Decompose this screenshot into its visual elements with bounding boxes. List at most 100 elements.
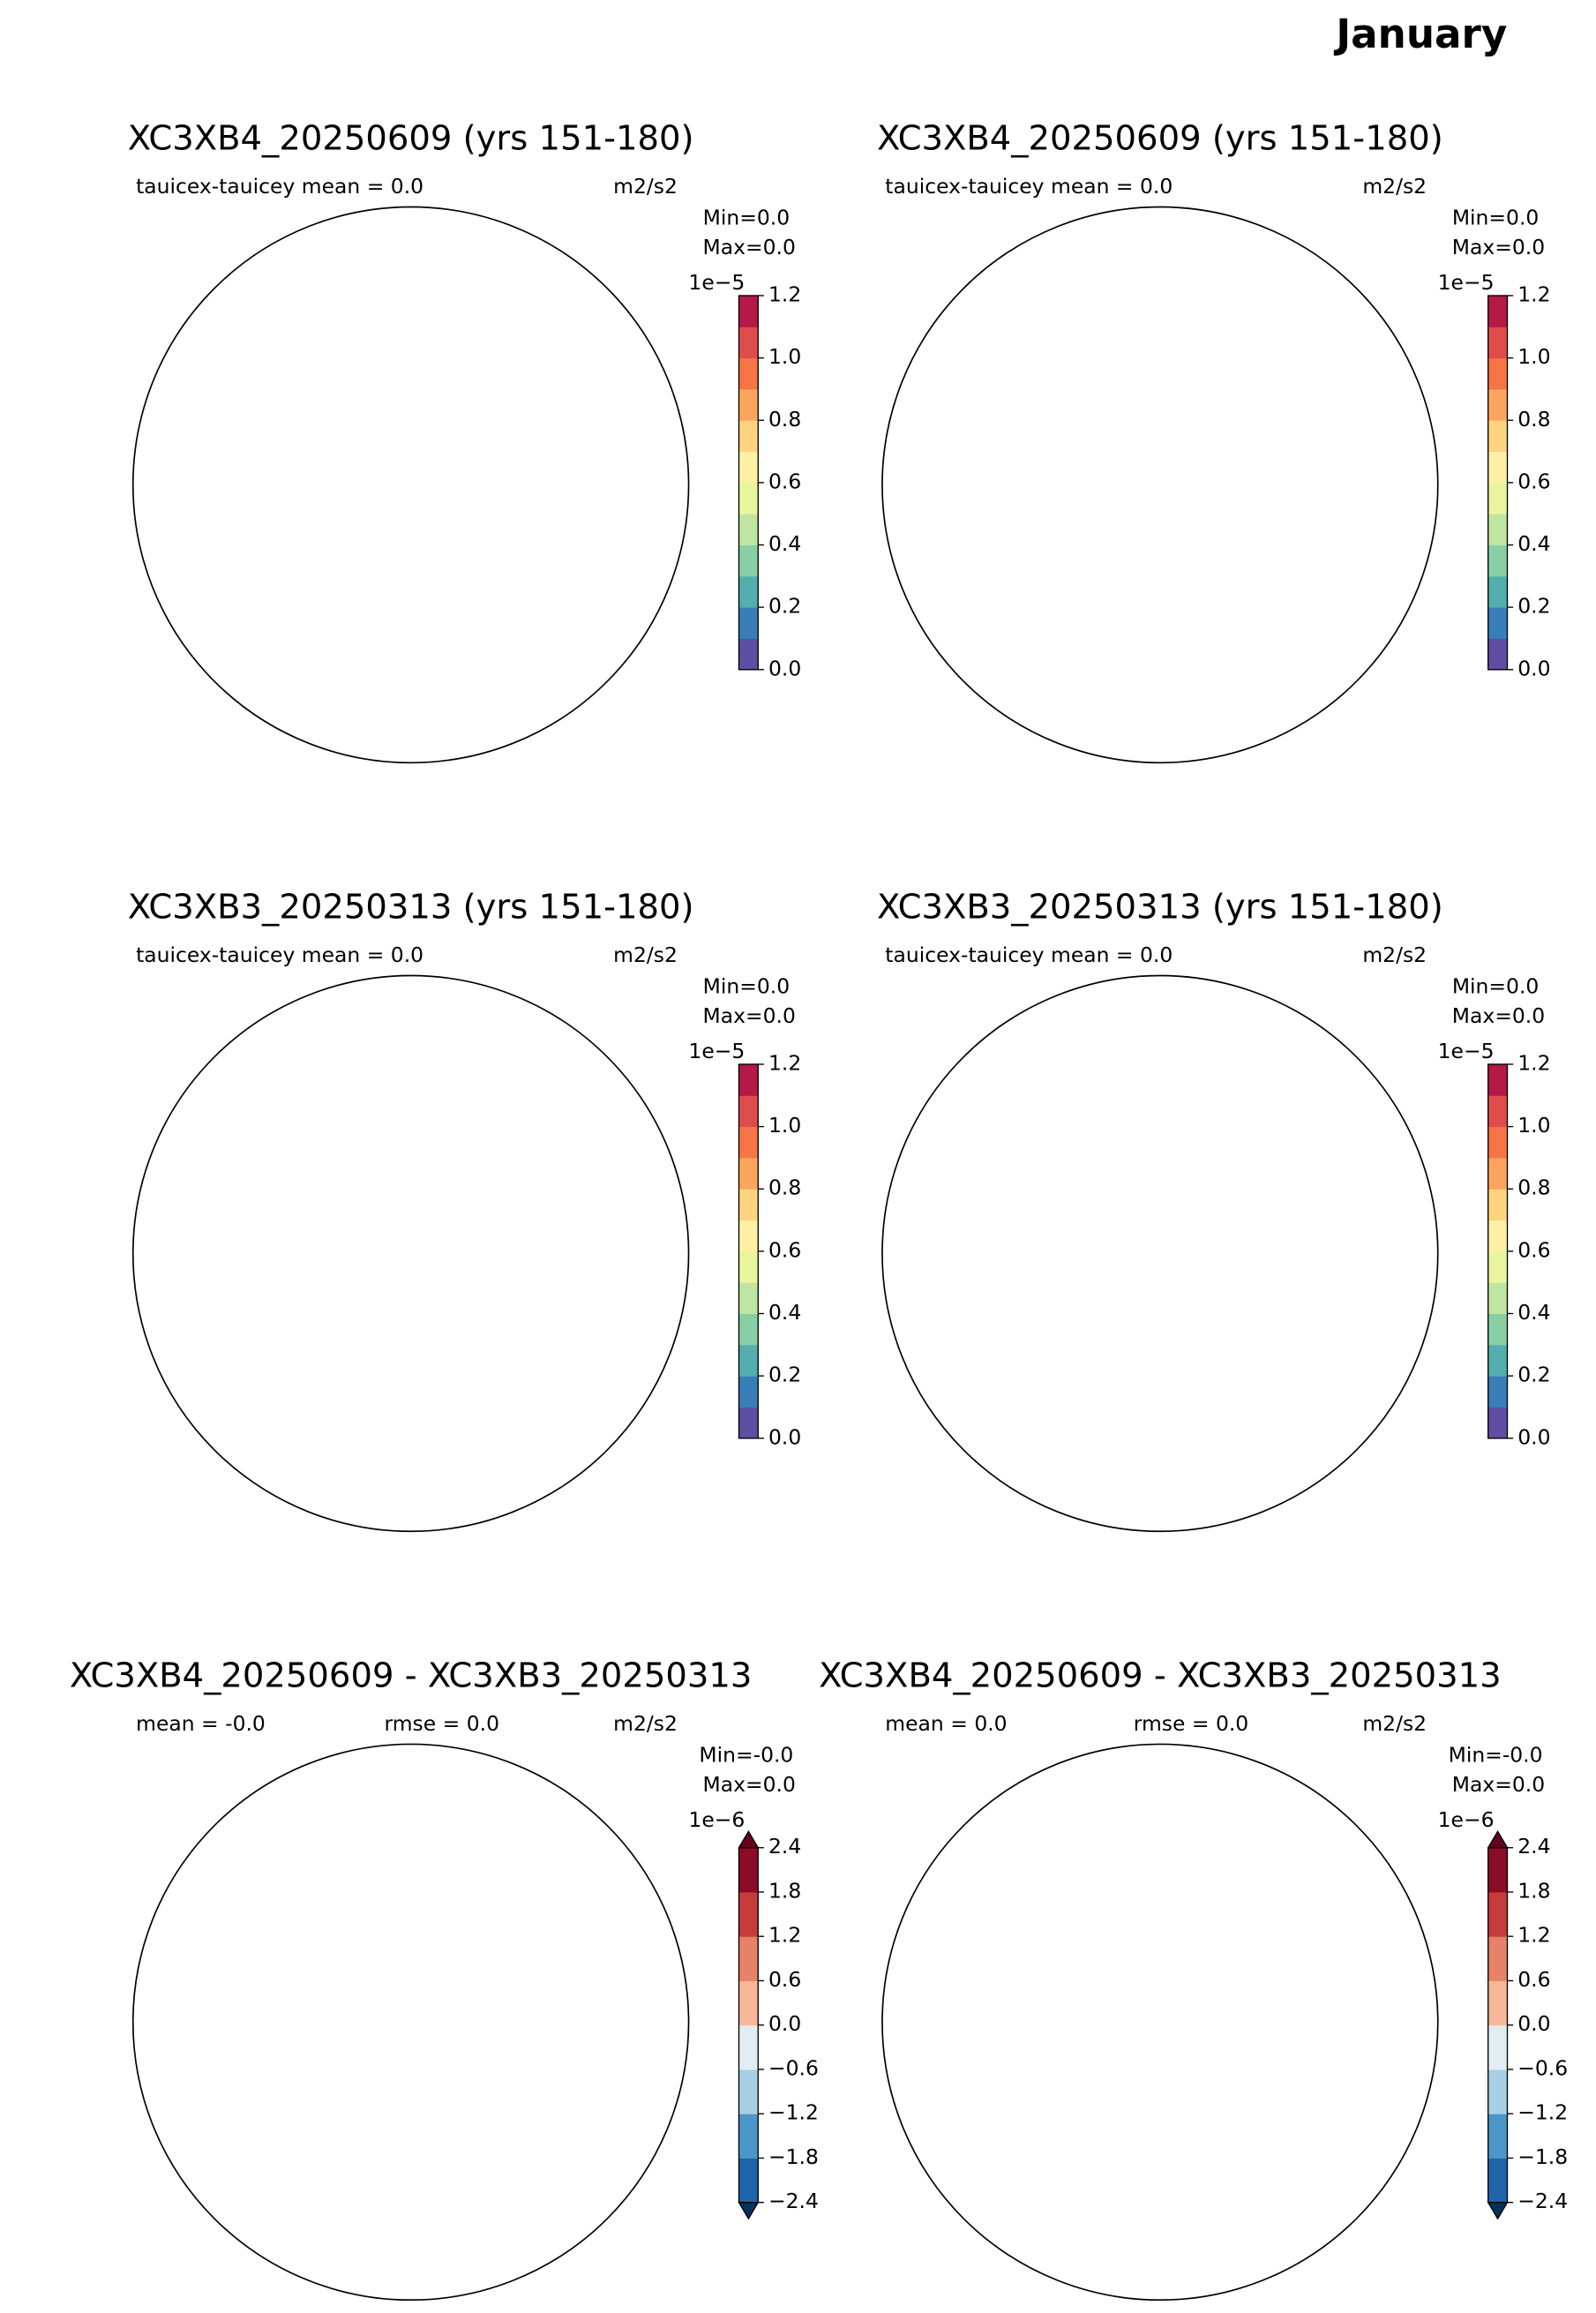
suptitle: January (1333, 11, 1507, 57)
colorbar-tick-label: −0.6 (768, 2055, 819, 2080)
colorbar-tick-label: −1.8 (768, 2144, 819, 2169)
ice-stress (189, 529, 307, 596)
colorbar-bin (738, 420, 759, 453)
colorbar-bin (738, 451, 759, 484)
anomaly-ring (994, 1855, 1355, 2204)
panel-title: XC3XB4_20250609 - XC3XB3_20250313 (70, 1656, 753, 1696)
land (175, 440, 322, 596)
ice-ring (965, 1049, 1385, 1457)
panel-units: m2/s2 (1362, 1711, 1427, 1736)
land (116, 957, 707, 1113)
land (130, 1848, 307, 2082)
colorbar-bin (1487, 1126, 1508, 1159)
colorbar-tick-label: 1.0 (768, 1113, 801, 1138)
colorbar-tick-label: 0.0 (768, 1424, 801, 1449)
colorbar-bin (1487, 575, 1508, 608)
colorbar-bin (1487, 482, 1508, 514)
anomaly-ring (953, 1807, 1396, 2236)
colorbar-extend-over (1487, 1829, 1509, 1849)
panel-units: m2/s2 (613, 1711, 678, 1736)
colorbar-bin (738, 1126, 759, 1159)
map (882, 207, 1438, 762)
land (234, 1320, 286, 1372)
colorbar-tick-label: 1.0 (768, 344, 801, 369)
colorbar-tick-label: 0.8 (1517, 407, 1550, 432)
ocean (133, 1744, 689, 2300)
land (234, 2089, 286, 2141)
land (1027, 1187, 1315, 1438)
colorbar-extend-over (738, 1829, 760, 1849)
ice-ring (965, 281, 1385, 688)
ocean (882, 975, 1438, 1531)
colorbar-bin (1487, 1282, 1508, 1314)
panel-stat: mean = 0.0 (885, 1711, 1007, 1736)
land (403, 1298, 618, 1550)
colorbar-bin (1487, 388, 1508, 421)
colorbar-tick-label: 0.2 (768, 594, 801, 619)
panel-units: m2/s2 (613, 942, 678, 967)
ice-stress (322, 1290, 514, 1378)
colorbar-bin (738, 1376, 759, 1408)
anomaly-patch (175, 1919, 352, 2081)
ice-ring (965, 281, 1385, 688)
colorbar-bin (738, 1095, 759, 1128)
panel-min: Min=-0.0 (699, 1742, 793, 1767)
panel-stat: rmse = 0.0 (1134, 1711, 1248, 1736)
colorbar-tick-label: 1.2 (1517, 1050, 1550, 1075)
colorbar-exponent: 1e−5 (688, 270, 745, 295)
colorbar-bin (1487, 1980, 1508, 2026)
colorbar-bin (1487, 544, 1508, 577)
map-border (881, 206, 1439, 764)
land (116, 1726, 707, 1881)
colorbar-bin (1487, 1936, 1508, 1981)
colorbar-bin (1487, 2024, 1508, 2070)
colorbar-bin (738, 1282, 759, 1314)
colorbar-tick-label: 0.4 (768, 531, 801, 556)
colorbar-bin (738, 1980, 759, 2026)
colorbar-bin (738, 2158, 759, 2204)
ice-stress (322, 522, 514, 610)
colorbar-bin (738, 2069, 759, 2114)
land (130, 1079, 307, 1313)
colorbar-tick-label: −1.2 (1517, 2100, 1568, 2125)
panel-max: Max=0.0 (703, 235, 796, 259)
colorbar-tick-label: 0.6 (768, 1967, 801, 1992)
panel-stat: tauicex-tauicey mean = 0.0 (136, 942, 423, 967)
colorbar-tick-label: 0.0 (768, 656, 801, 680)
colorbar-bin (738, 1063, 759, 1096)
panel-units: m2/s2 (1362, 942, 1427, 967)
colorbar-tick-label: 1.0 (1517, 1113, 1550, 1138)
colorbar-bin (738, 607, 759, 639)
map-border (131, 206, 690, 764)
land (175, 1978, 322, 2133)
colorbar-bin (1487, 357, 1508, 390)
colorbar-tick-label: 0.2 (1517, 1363, 1550, 1387)
land (1027, 1956, 1315, 2207)
colorbar-tick-label: 1.2 (1517, 282, 1550, 306)
panel-min: Min=0.0 (1452, 205, 1540, 229)
colorbar-bin (1487, 514, 1508, 546)
colorbar-bin (1487, 1407, 1508, 1439)
panel-stat: tauicex-tauicey mean = 0.0 (885, 942, 1173, 967)
colorbar-bin (738, 544, 759, 577)
map-border (881, 974, 1439, 1533)
colorbar-extend-under (738, 2202, 760, 2220)
colorbar-tick-label: 1.2 (768, 1050, 801, 1075)
colorbar-tick-label: 0.0 (1517, 1424, 1550, 1449)
ice-ring (965, 1049, 1385, 1457)
panel-units: m2/s2 (613, 174, 678, 199)
colorbar-tick-label: 0.0 (1517, 2011, 1550, 2036)
land (307, 2030, 395, 2133)
land (116, 189, 707, 344)
colorbar-extend-under (1487, 2202, 1509, 2220)
land (234, 552, 286, 604)
colorbar-tick-label: 0.8 (768, 1175, 801, 1200)
colorbar-bin (1487, 1344, 1508, 1377)
colorbar-bin (738, 1936, 759, 1981)
colorbar-bin (1487, 295, 1508, 327)
ice-stress (352, 1076, 499, 1098)
colorbar-bin (1487, 1313, 1508, 1346)
panel-max: Max=0.0 (1452, 235, 1545, 259)
colorbar-tick-label: −2.4 (768, 2189, 819, 2213)
colorbar-tick-label: 1.8 (1517, 1878, 1550, 1903)
